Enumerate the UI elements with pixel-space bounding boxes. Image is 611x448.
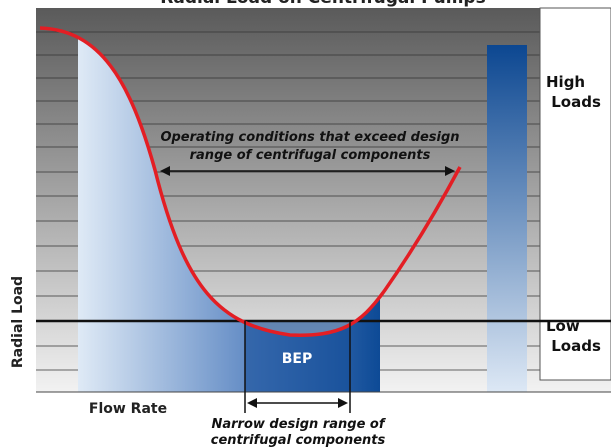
bep-label: BEP — [282, 351, 313, 367]
high-label: High Loads — [546, 73, 601, 111]
annotation-line: Operating conditions that exceed design — [160, 130, 459, 145]
arrows — [160, 166, 455, 413]
annotation-line: range of centrifugal components — [190, 148, 431, 163]
label-word: High — [546, 73, 585, 91]
high-label-text: High Loads — [546, 73, 601, 111]
load-bar — [487, 45, 527, 392]
y-axis-label: Radial Load — [10, 276, 26, 368]
label-word: Loads — [546, 93, 601, 111]
annotation-line: centrifugal components — [211, 433, 386, 448]
label-word: Low — [546, 317, 580, 335]
load-box — [539, 7, 611, 381]
title: Radial Load on Centrifugal Pumps — [160, 0, 485, 8]
low-label-text: Low Loads — [546, 317, 601, 355]
low-label: Low Loads — [546, 317, 601, 355]
label-word: Loads — [546, 337, 601, 355]
load-curve — [39, 26, 462, 337]
annotation-line: Narrow design range of — [211, 417, 386, 432]
x-axis-label: Flow Rate — [89, 401, 167, 417]
